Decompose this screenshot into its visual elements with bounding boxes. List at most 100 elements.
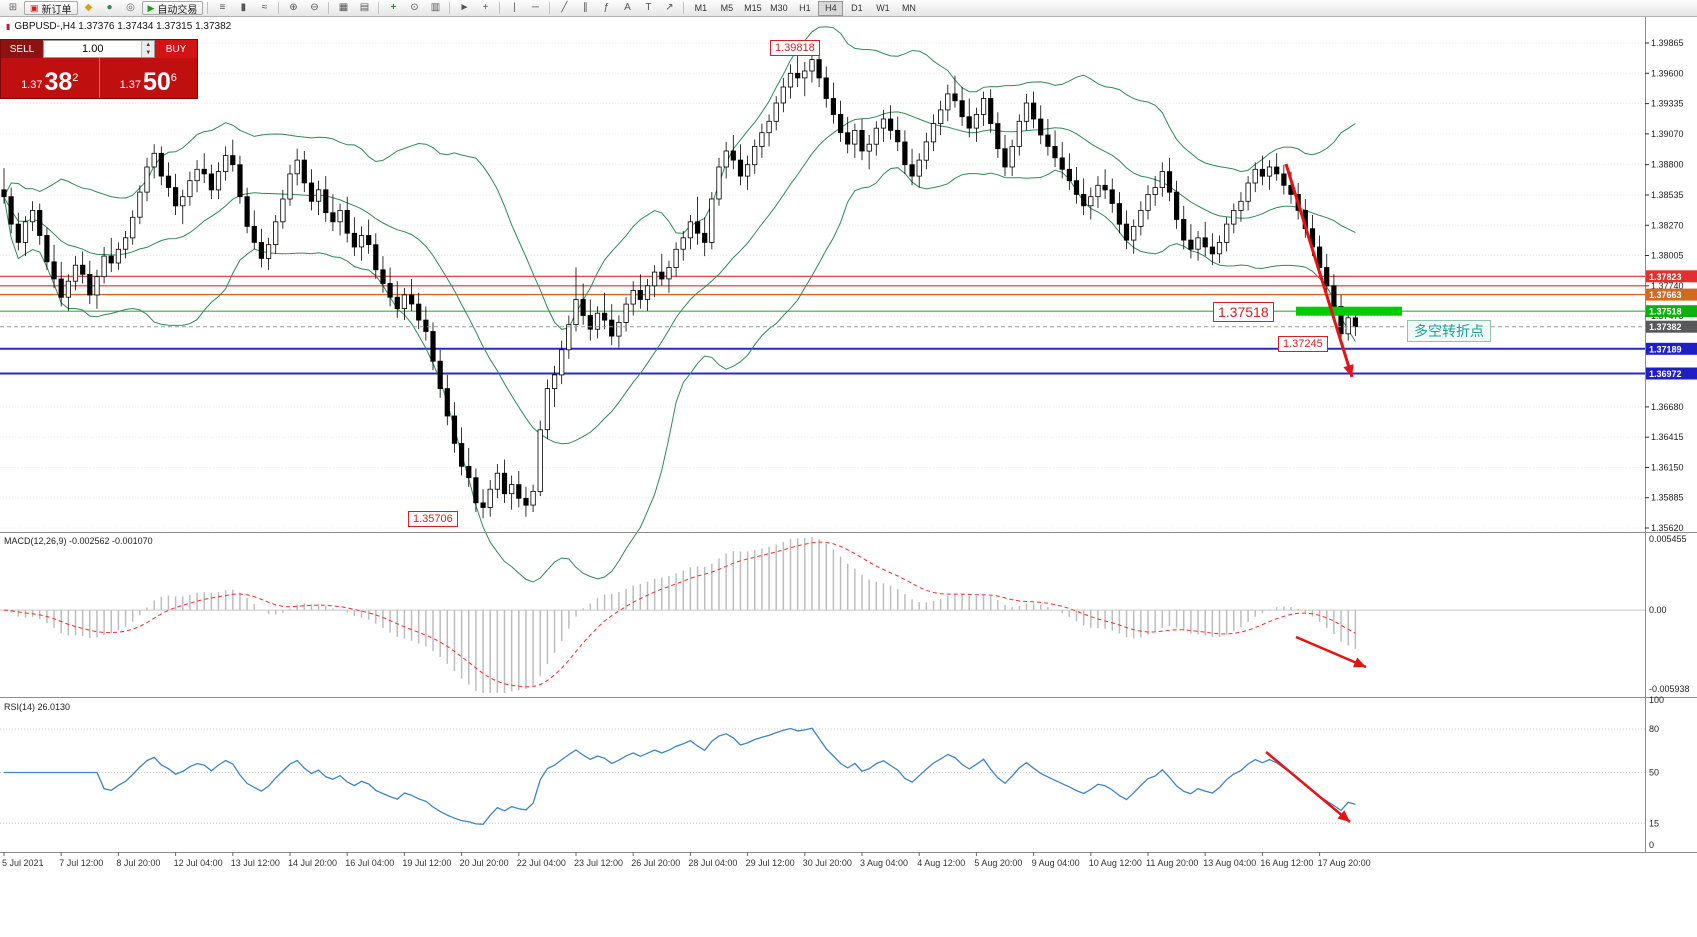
time-axis-label: 5 Jul 2021 bbox=[2, 858, 44, 868]
candle-body bbox=[723, 150, 729, 168]
bar-chart-icon[interactable]: ≡ bbox=[219, 2, 226, 13]
price-trend-arrow-shaft[interactable] bbox=[1284, 163, 1354, 378]
candle-body bbox=[358, 235, 365, 248]
crosshair-icon[interactable]: + bbox=[482, 2, 489, 13]
time-axis-label: 12 Jul 04:00 bbox=[174, 858, 223, 868]
buy-button[interactable]: BUY bbox=[155, 40, 197, 58]
macd-trend-arrow[interactable] bbox=[1295, 635, 1367, 669]
timeframe-h1[interactable]: H1 bbox=[799, 2, 811, 13]
vertical-line-icon[interactable]: | bbox=[513, 2, 516, 13]
macd-trend-arrow-shaft[interactable] bbox=[1295, 635, 1367, 669]
arrange-windows-icon[interactable]: ▤ bbox=[359, 2, 370, 13]
sell-button[interactable]: SELL bbox=[1, 40, 43, 58]
rsi-trend-arrow[interactable] bbox=[1265, 751, 1351, 823]
indicators-icon[interactable]: + bbox=[390, 2, 397, 13]
candle-body bbox=[816, 59, 822, 79]
text-label-icon[interactable]: T bbox=[645, 2, 652, 13]
new-order-button[interactable]: ▣ 新订单 bbox=[24, 1, 78, 16]
turning-point-note[interactable]: 多空转折点 bbox=[1407, 320, 1491, 342]
timeframe-h4[interactable]: H4 bbox=[818, 0, 844, 16]
cursor-icon[interactable]: ► bbox=[459, 2, 470, 13]
candle-body bbox=[387, 283, 393, 298]
timeframe-w1[interactable]: W1 bbox=[876, 2, 890, 13]
profiles-icon[interactable]: ◆ bbox=[84, 2, 93, 13]
zoom-out-icon[interactable]: ⊖ bbox=[310, 2, 319, 13]
fibonacci-icon[interactable]: ƒ bbox=[603, 2, 610, 13]
macd-label: MACD(12,26,9) -0.002562 -0.001070 bbox=[4, 536, 153, 546]
toolbar-separator bbox=[449, 2, 451, 14]
time-axis-label: 19 Jul 12:00 bbox=[402, 858, 451, 868]
zoom-in-icon[interactable]: ⊕ bbox=[289, 2, 298, 13]
volume-decrease-button[interactable]: ▼ bbox=[145, 50, 152, 56]
horizontal-line-icon[interactable]: ─ bbox=[531, 2, 539, 13]
price-tick-label: 1.35885 bbox=[1651, 493, 1684, 503]
candle-body bbox=[1331, 285, 1337, 307]
timeframe-m5[interactable]: M5 bbox=[720, 2, 734, 13]
price-trend-arrow[interactable] bbox=[1284, 163, 1354, 378]
sell-price-sup: 2 bbox=[72, 72, 79, 84]
timeframe-mn[interactable]: MN bbox=[901, 2, 916, 13]
market-watch-icon[interactable]: ● bbox=[106, 2, 113, 13]
candle-body bbox=[22, 221, 29, 243]
trendline-icon[interactable]: ╱ bbox=[561, 2, 568, 13]
line-chart-icon[interactable]: ≈ bbox=[261, 2, 268, 13]
candle-body bbox=[280, 198, 286, 223]
candle-body bbox=[58, 278, 64, 298]
candle-body bbox=[802, 70, 808, 79]
candle-body bbox=[1088, 196, 1094, 207]
candle-body bbox=[1095, 184, 1101, 198]
rsi-trend-arrow-shaft[interactable] bbox=[1265, 751, 1351, 823]
candle-body bbox=[859, 130, 865, 152]
candle-body bbox=[108, 255, 114, 264]
period-icon[interactable]: ⊙ bbox=[410, 2, 419, 13]
sell-price[interactable]: 1.37 38 2 bbox=[1, 58, 100, 98]
templates-icon[interactable]: ▥ bbox=[430, 2, 441, 13]
candle-body bbox=[1195, 237, 1201, 250]
timeframe-m1[interactable]: M1 bbox=[694, 2, 708, 13]
text-icon[interactable]: A bbox=[624, 2, 631, 13]
support-zone-highlight[interactable] bbox=[1296, 306, 1402, 316]
rsi-axis-label: 100 bbox=[1649, 695, 1664, 705]
buy-price[interactable]: 1.37 50 6 bbox=[99, 58, 197, 98]
candle-body bbox=[1174, 191, 1180, 220]
auto-trading-button[interactable]: ▶ 自动交易 bbox=[141, 1, 204, 16]
candle-body bbox=[1023, 102, 1030, 122]
equidistant-channel-icon[interactable]: ∥ bbox=[582, 2, 588, 13]
candle-body bbox=[94, 276, 100, 296]
candle-body bbox=[766, 120, 772, 134]
swing-low-price-label[interactable]: 1.35706 bbox=[408, 511, 458, 527]
mini-chart-icon: ▮ bbox=[6, 22, 11, 31]
chart-background[interactable] bbox=[0, 17, 1697, 937]
timeframe-d1[interactable]: D1 bbox=[851, 2, 863, 13]
time-axis-label: 10 Aug 12:00 bbox=[1089, 858, 1142, 868]
price-chart-canvas[interactable]: MACD(12,26,9) -0.002562 -0.001070 0.00545… bbox=[0, 17, 1697, 937]
axis-badge-current-price: 1.37382 bbox=[1649, 322, 1682, 332]
swing-high-price-label[interactable]: 1.39818 bbox=[770, 40, 820, 56]
volume-input[interactable] bbox=[44, 41, 142, 57]
candle-body bbox=[423, 319, 429, 332]
new-chart-icon[interactable]: ⊞ bbox=[8, 2, 18, 13]
volume-increase-button[interactable]: ▲ bbox=[145, 42, 152, 48]
candle-body bbox=[1152, 187, 1158, 195]
candlestick-icon[interactable]: ▮ bbox=[240, 2, 247, 13]
arrows-icon[interactable]: ↗ bbox=[665, 2, 674, 13]
breakdown-price-label[interactable]: 1.37245 bbox=[1278, 336, 1328, 352]
candle-body bbox=[537, 429, 543, 492]
timeframe-m15[interactable]: M15 bbox=[744, 2, 762, 13]
candle-body bbox=[880, 118, 887, 129]
candle-body bbox=[666, 267, 672, 280]
time-axis-label: 28 Jul 04:00 bbox=[688, 858, 737, 868]
price-tick-label: 1.36680 bbox=[1651, 402, 1684, 412]
candle-body bbox=[730, 150, 736, 161]
support-price-label[interactable]: 1.37518 bbox=[1213, 302, 1274, 322]
candle-body bbox=[1345, 317, 1351, 335]
price-tick-label: 1.36415 bbox=[1651, 432, 1684, 442]
candle-body bbox=[516, 484, 522, 499]
tile-windows-icon[interactable]: ▦ bbox=[338, 2, 349, 13]
axis-badge-1.37518: 1.37518 bbox=[1649, 307, 1682, 317]
candle-body bbox=[72, 264, 79, 282]
data-window-icon[interactable]: ◎ bbox=[126, 2, 135, 13]
timeframe-m30[interactable]: M30 bbox=[770, 2, 788, 13]
candle-body bbox=[1045, 134, 1051, 147]
